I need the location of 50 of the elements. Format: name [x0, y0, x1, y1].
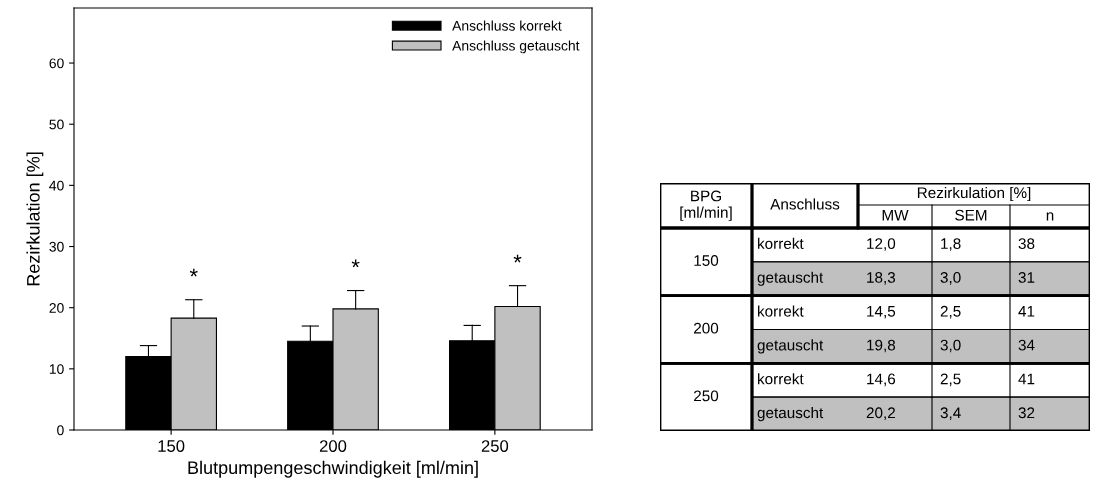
- annotation: *: [351, 259, 360, 268]
- y-axis-title: Rezirkulation [%]: [26, 152, 44, 286]
- x-tick-label: 200: [319, 440, 347, 452]
- category-label: SEM: [955, 209, 987, 221]
- text: BPG [ml/min]: [680, 190, 732, 221]
- text: 31: [1018, 272, 1035, 283]
- category-label: getauscht: [757, 271, 824, 286]
- text: 38: [1018, 238, 1035, 250]
- text: 14,6: [867, 373, 896, 387]
- x-tick-label: 250: [481, 440, 509, 452]
- text: 3,0: [940, 339, 961, 353]
- category-label: getauscht: [757, 406, 824, 422]
- legend-label: Anschluss getauscht: [452, 40, 580, 54]
- y-tick-label: 20: [49, 303, 64, 313]
- text: 3,0: [940, 272, 961, 285]
- category-label: MW: [882, 209, 909, 221]
- y-tick-label: 60: [49, 58, 64, 69]
- y-tick-label: 10: [49, 364, 64, 375]
- annotation: *: [513, 254, 522, 263]
- text: 19,8: [867, 339, 896, 353]
- text: 18,3: [867, 272, 896, 285]
- text: 2,5: [940, 305, 961, 319]
- category-label: 250: [694, 390, 719, 402]
- x-tick-label: 150: [158, 440, 185, 452]
- text: 1,8: [941, 238, 961, 251]
- text: 41: [1018, 373, 1035, 385]
- y-tick-label: 30: [49, 241, 64, 252]
- category-label: 200: [694, 322, 719, 334]
- annotation: *: [189, 268, 198, 277]
- category-label: korrekt: [758, 373, 804, 385]
- category-label: getauscht: [757, 339, 824, 354]
- y-tick-label: 0: [57, 425, 64, 436]
- category-label: 150: [694, 255, 719, 266]
- text: 12,0: [867, 238, 896, 251]
- text: 34: [1018, 339, 1035, 351]
- text: Anschluss: [770, 198, 840, 210]
- category-label: n: [1046, 212, 1054, 221]
- text: Rezirkulation [%]: [917, 186, 1031, 202]
- legend-label: Anschluss korrekt: [452, 20, 562, 31]
- text: 32: [1018, 407, 1035, 419]
- x-axis-title: Blutpumpengeschwindigkeit [ml/min]: [188, 460, 478, 478]
- y-tick-label: 50: [49, 119, 64, 130]
- category-label: korrekt: [758, 305, 804, 317]
- text: 41: [1018, 306, 1035, 317]
- text: 3,4: [940, 407, 961, 420]
- text: 14,5: [867, 306, 896, 319]
- category-label: korrekt: [758, 237, 804, 250]
- text: 2,5: [940, 373, 961, 387]
- text: 20,2: [866, 407, 895, 420]
- y-tick-label: 40: [49, 180, 64, 191]
